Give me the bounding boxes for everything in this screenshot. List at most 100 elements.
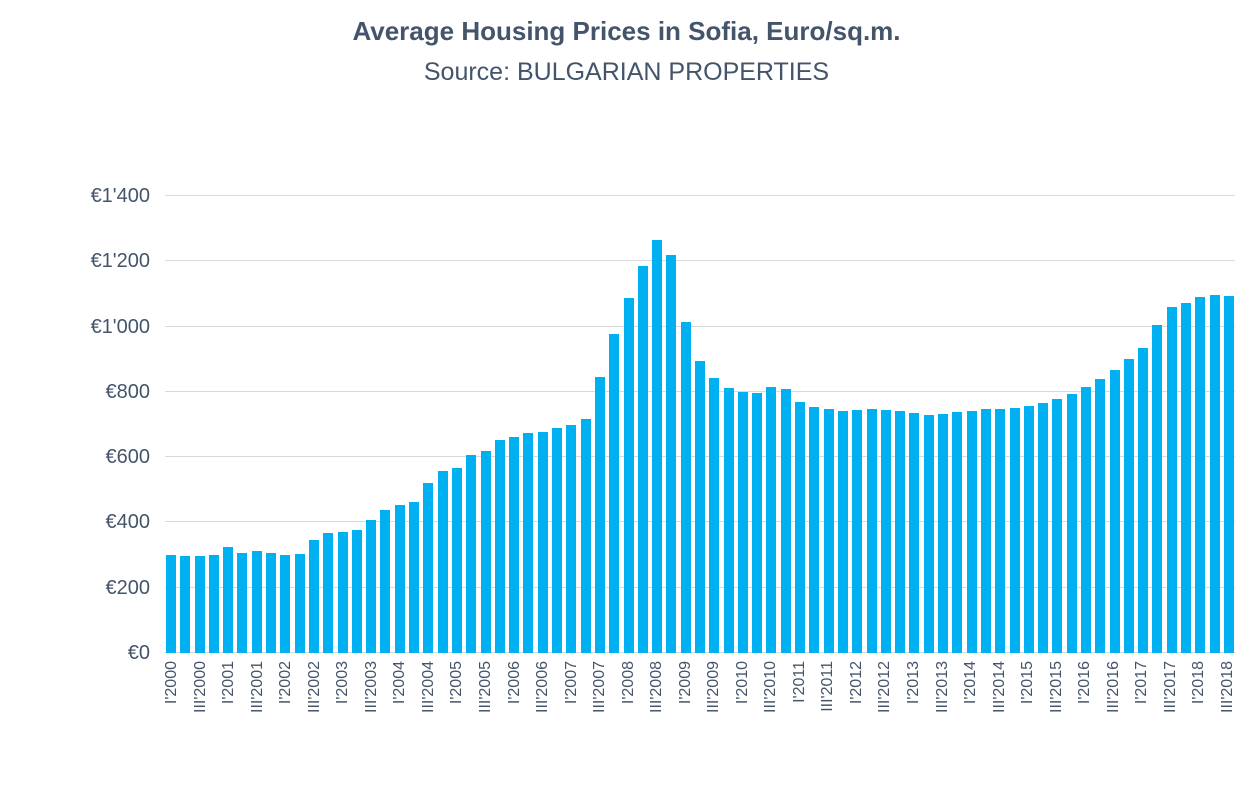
bar-I'2006	[509, 436, 520, 653]
x-tick-label: III'2007	[591, 661, 609, 713]
bar-III'2018	[1223, 295, 1234, 653]
y-tick-label: €1'000	[90, 315, 150, 338]
bar-IV'2012	[895, 411, 906, 653]
bar-I'2005	[451, 467, 462, 653]
x-tick-label: III'2011	[819, 661, 837, 712]
x-tick-label: I'2012	[847, 661, 865, 705]
x-tick-label: I'2015	[1019, 661, 1037, 705]
bar-III'2000	[194, 556, 205, 653]
bar-II'2006	[523, 433, 534, 653]
bar-I'2013	[909, 413, 920, 653]
bar-IV'2005	[494, 440, 505, 653]
bar-I'2001	[223, 546, 234, 653]
bar-I'2008	[623, 297, 634, 653]
bar-IV'2006	[552, 428, 563, 653]
x-tick-label: I'2008	[619, 661, 637, 705]
y-tick-label: €200	[105, 576, 151, 599]
bar-IV'2017	[1181, 303, 1192, 653]
x-tick-label: I'2013	[905, 661, 922, 705]
y-tick-label: €0	[127, 642, 150, 664]
bar-I'2017	[1138, 347, 1149, 653]
bar-I'2009	[680, 321, 691, 653]
bar-I'2018	[1195, 297, 1206, 653]
bar-III'2002	[308, 539, 319, 653]
x-tick-label: III'2018	[1218, 661, 1236, 713]
bar-IV'2001	[266, 553, 277, 653]
y-tick-label: €800	[105, 380, 151, 403]
x-tick-label: I'2007	[562, 661, 580, 705]
bar-II'2017	[1152, 324, 1163, 653]
y-axis: €0 €200 €400 €600 €800 €1'000 €1'200 €1'400	[50, 186, 151, 663]
bar-IV'2009	[723, 387, 734, 653]
x-tick-label: III'2014	[990, 661, 1008, 713]
gridline-1200	[165, 260, 1235, 262]
y-tick-label: €600	[105, 446, 151, 469]
bar-II'2005	[466, 454, 477, 653]
plot-area	[165, 195, 1235, 653]
x-tick-label: III'2008	[648, 661, 666, 713]
bar-II'2012	[866, 408, 877, 653]
x-tick-label: I'2003	[334, 661, 352, 705]
bar-II'2011	[809, 406, 820, 653]
x-tick-label: I'2018	[1190, 661, 1208, 705]
bar-I'2004	[394, 505, 405, 653]
bar-III'2009	[709, 377, 720, 653]
chart-title: Average Housing Prices in Sofia, Euro/sq…	[352, 16, 901, 46]
x-tick-label: III'2003	[362, 661, 380, 713]
chart-subtitle: Source: BULGARIAN PROPERTIES	[423, 58, 830, 86]
x-tick-label: III'2017	[1161, 661, 1179, 713]
bar-I'2000	[166, 555, 176, 653]
gridline-1000	[165, 325, 1235, 327]
x-tick-label: I'2017	[1133, 661, 1151, 705]
x-tick-label: III'2005	[477, 661, 494, 713]
bar-I'2010	[737, 391, 748, 653]
x-tick-label: III'2009	[705, 661, 723, 713]
bar-II'2010	[752, 392, 763, 653]
bar-IV'2011	[837, 410, 848, 653]
bar-I'2016	[1081, 386, 1091, 653]
bar-I'2012	[852, 409, 863, 653]
bar-II'2002	[294, 554, 305, 653]
bar-III'2013	[938, 413, 949, 653]
bar-III'2010	[766, 386, 777, 653]
x-tick-label: III'2001	[248, 661, 266, 713]
bar-IV'2003	[380, 510, 391, 653]
x-tick-label: I'2011	[790, 661, 808, 703]
bar-III'2007	[594, 377, 605, 653]
bars	[165, 196, 1235, 653]
x-tick-label: III'2013	[933, 661, 951, 713]
x-tick-label: III'2006	[534, 661, 552, 713]
gridline-1400	[165, 195, 1235, 196]
bar-I'2003	[337, 531, 348, 653]
x-tick-label: I'2001	[220, 661, 238, 705]
x-tick-label: III'2002	[305, 661, 323, 713]
bar-IV'2015	[1066, 394, 1077, 653]
bar-III'2008	[652, 239, 663, 653]
bar-I'2011	[795, 402, 806, 653]
x-tick-label: III'2004	[419, 661, 437, 713]
bar-I'2015	[1023, 406, 1034, 653]
x-tick-label: I'2010	[733, 661, 751, 705]
bar-IV'2004	[437, 471, 448, 653]
bar-II'2000	[180, 556, 191, 653]
x-tick-label: III'2012	[876, 661, 894, 713]
bar-II'2008	[637, 265, 648, 653]
y-tick-label: €1'200	[90, 250, 150, 273]
bar-III'2006	[537, 431, 548, 653]
x-axis: I'2000 III'2000 I'2001 III'2001 I'2002 III'20…	[163, 653, 1236, 773]
bar-IV'2013	[952, 412, 963, 653]
x-tick-label: III'2016	[1104, 661, 1122, 713]
bar-II'2015	[1038, 403, 1049, 653]
bar-I'2002	[280, 554, 291, 653]
y-tick-label: €400	[105, 511, 151, 534]
bar-II'2013	[923, 414, 934, 653]
bar-III'2005	[480, 451, 491, 653]
bar-III'2004	[423, 482, 434, 653]
bar-IV'2016	[1123, 359, 1134, 653]
bar-II'2007	[580, 418, 591, 653]
bar-III'2001	[251, 551, 262, 653]
x-tick-label: III'2010	[762, 661, 780, 713]
x-tick-label: I'2004	[391, 661, 409, 705]
bar-II'2004	[409, 502, 420, 653]
x-tick-label: I'2002	[277, 661, 295, 705]
